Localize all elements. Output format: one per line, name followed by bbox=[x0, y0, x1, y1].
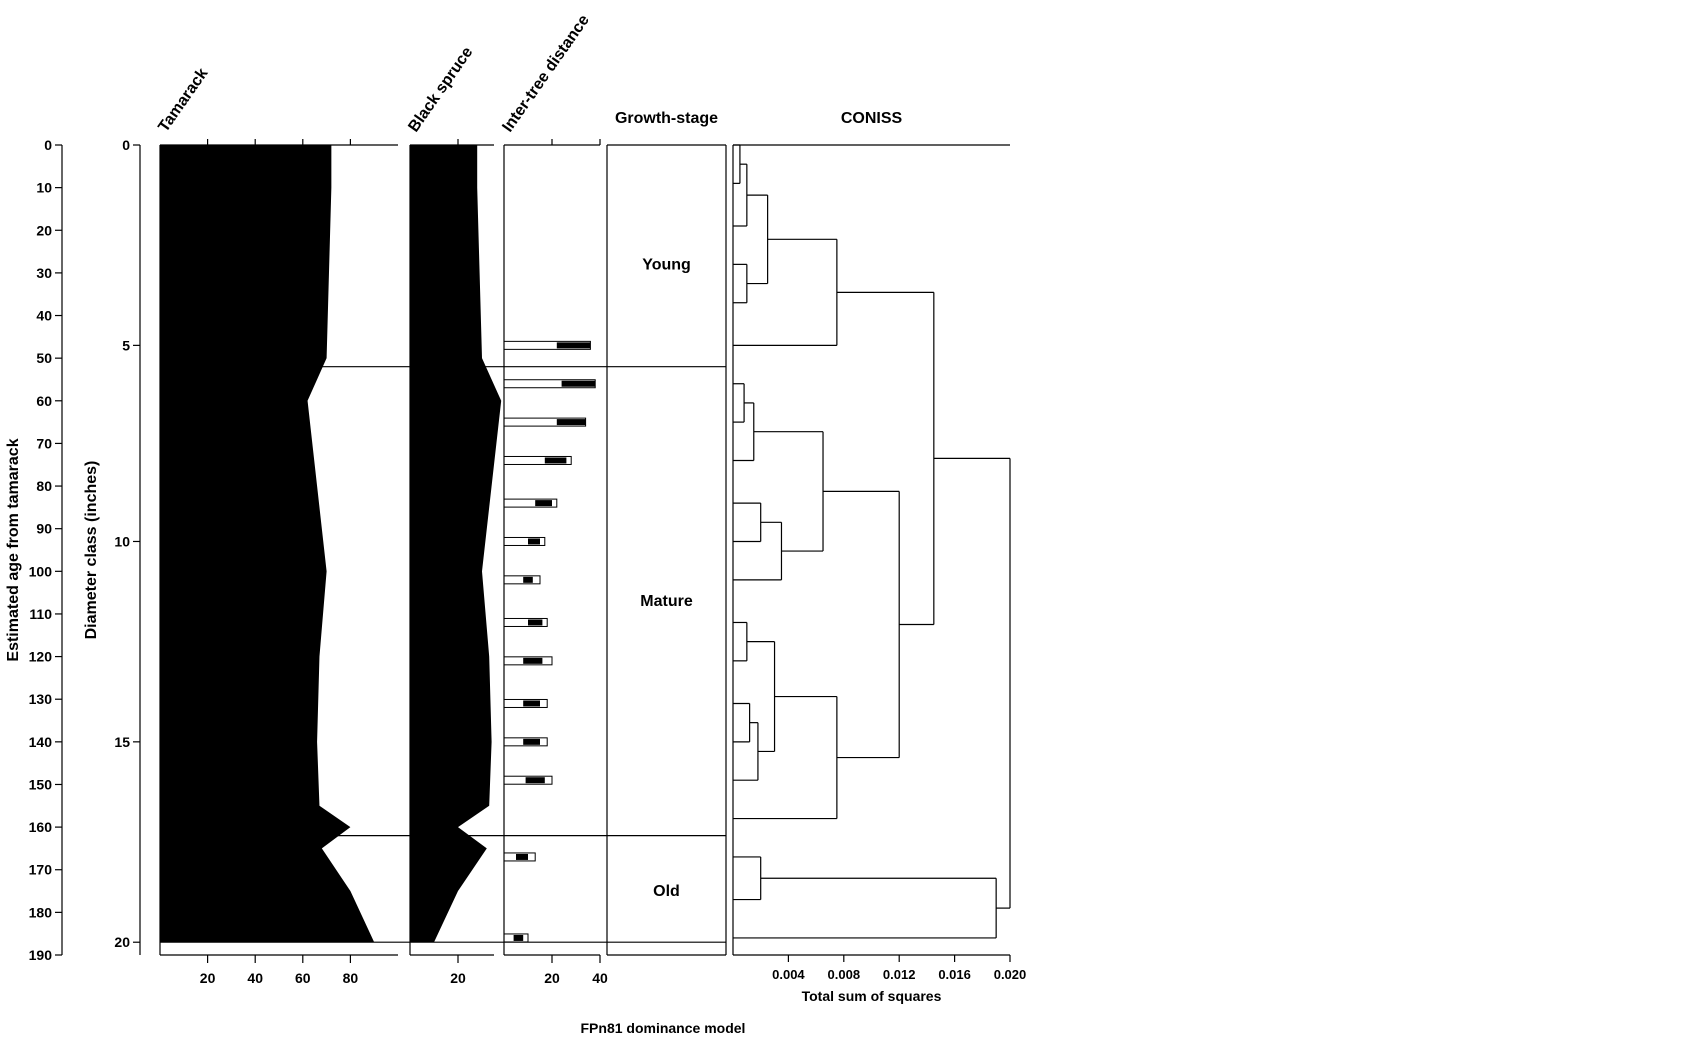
age-tick-label: 190 bbox=[29, 947, 53, 963]
growthstage-label: Old bbox=[653, 883, 680, 900]
diameter-tick-label: 20 bbox=[114, 934, 130, 950]
age-tick-label: 40 bbox=[36, 308, 52, 324]
diameter-tick-label: 10 bbox=[114, 533, 130, 549]
svg-text:80: 80 bbox=[343, 970, 359, 986]
coniss-title: CONISS bbox=[841, 110, 903, 127]
age-tick-label: 10 bbox=[36, 180, 52, 196]
yaxis-age-label: Estimated age from tamarack bbox=[5, 438, 22, 661]
age-tick-label: 80 bbox=[36, 478, 52, 494]
age-tick-label: 100 bbox=[29, 563, 53, 579]
age-tick-label: 150 bbox=[29, 776, 53, 792]
growthstage-label: Young bbox=[642, 256, 691, 273]
age-tick-label: 120 bbox=[29, 649, 53, 665]
growthstage-label: Mature bbox=[640, 593, 693, 610]
svg-text:0.020: 0.020 bbox=[994, 967, 1027, 982]
growthstage-title: Growth-stage bbox=[615, 110, 718, 127]
age-tick-label: 140 bbox=[29, 734, 53, 750]
coniss-xlabel: Total sum of squares bbox=[802, 988, 942, 1004]
diameter-tick-label: 15 bbox=[114, 734, 130, 750]
svg-text:40: 40 bbox=[247, 970, 263, 986]
age-tick-label: 160 bbox=[29, 819, 53, 835]
age-tick-label: 70 bbox=[36, 435, 52, 451]
stratigraphic-diagram: 0102030405060708090100110120130140150160… bbox=[0, 0, 1681, 1051]
svg-text:40: 40 bbox=[592, 970, 608, 986]
svg-text:20: 20 bbox=[450, 970, 466, 986]
svg-text:60: 60 bbox=[295, 970, 311, 986]
svg-text:0.008: 0.008 bbox=[828, 967, 861, 982]
age-tick-label: 110 bbox=[29, 606, 52, 622]
age-tick-label: 30 bbox=[36, 265, 52, 281]
figure-caption: FPn81 dominance model bbox=[581, 1020, 746, 1036]
yaxis-diameter-label: Diameter class (inches) bbox=[83, 461, 100, 640]
svg-text:20: 20 bbox=[200, 970, 216, 986]
age-tick-label: 170 bbox=[29, 862, 53, 878]
svg-text:0.012: 0.012 bbox=[883, 967, 916, 982]
age-tick-label: 130 bbox=[29, 691, 53, 707]
age-tick-label: 20 bbox=[36, 222, 52, 238]
svg-text:0.004: 0.004 bbox=[772, 967, 805, 982]
age-tick-label: 90 bbox=[36, 521, 52, 537]
svg-text:0.016: 0.016 bbox=[938, 967, 971, 982]
diameter-tick-label: 5 bbox=[122, 337, 130, 353]
age-tick-label: 60 bbox=[36, 393, 52, 409]
age-tick-label: 0 bbox=[44, 137, 52, 153]
age-tick-label: 50 bbox=[36, 350, 52, 366]
svg-text:20: 20 bbox=[544, 970, 560, 986]
age-tick-label: 180 bbox=[29, 904, 53, 920]
diameter-tick-label: 0 bbox=[122, 137, 130, 153]
